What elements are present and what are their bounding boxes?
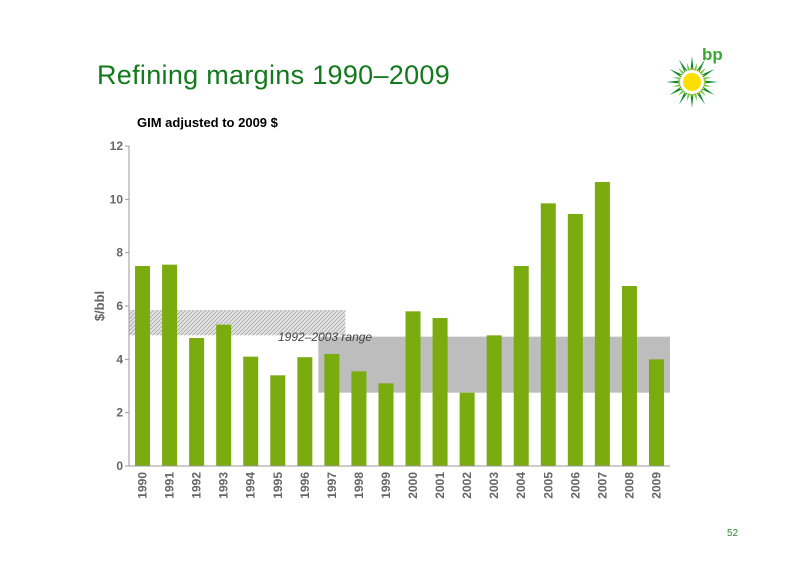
helios-petal: [699, 80, 718, 84]
x-tick-label: 2008: [622, 472, 636, 499]
y-tick-label: 4: [116, 352, 123, 366]
x-tick-label: 1991: [163, 472, 177, 499]
x-tick-label: 1990: [136, 472, 150, 499]
bar-1990: [135, 266, 151, 466]
x-tick-label: 2002: [460, 472, 474, 499]
x-tick-label: 2003: [487, 472, 501, 499]
page-number: 52: [727, 528, 739, 539]
x-tick-label: 2005: [541, 472, 555, 499]
bar-1997: [324, 354, 340, 466]
bar-1998: [351, 371, 367, 466]
x-tick-label: 1998: [352, 472, 366, 499]
slide-title: Refining margins 1990–2009: [97, 60, 451, 90]
x-tick-label: 2007: [595, 472, 609, 499]
x-tick-label: 1992: [190, 472, 204, 499]
bar-2007: [594, 182, 610, 466]
x-tick-label: 1996: [298, 472, 312, 499]
x-tick-label: 1997: [325, 472, 339, 499]
bar-2004: [513, 266, 529, 466]
helios-petal: [690, 89, 694, 108]
bar-1993: [216, 324, 232, 466]
x-tick-labels: 1990 1991 1992 1993 1994 1995 1996 1997 1998 1999…: [136, 472, 664, 499]
y-axis-title: $/bbl: [92, 291, 107, 321]
y-tick-label: 8: [116, 246, 123, 260]
bar-2006: [567, 214, 583, 466]
bar-1999: [378, 383, 394, 466]
x-tick-label: 1995: [271, 472, 285, 499]
y-tick-label: 12: [110, 139, 124, 153]
x-tick-label: 1999: [379, 472, 393, 499]
bar-1995: [270, 375, 286, 466]
y-tick-label: 2: [116, 406, 123, 420]
logo-text: bp: [702, 45, 723, 64]
range-bands: [129, 310, 670, 393]
helios-petal: [690, 56, 694, 75]
chart-subtitle: GIM adjusted to 2009 $: [137, 115, 278, 130]
helios-petal: [666, 80, 685, 84]
x-tick-label: 2009: [649, 472, 663, 499]
bar-1992: [189, 338, 205, 466]
y-tick-label: 6: [116, 299, 123, 313]
x-tick-label: 2000: [406, 472, 420, 499]
x-tick-label: 2001: [433, 472, 447, 499]
x-tick-label: 2004: [514, 472, 528, 499]
bp-logo: bp: [664, 44, 724, 110]
bar-2000: [405, 311, 421, 466]
bar-2005: [540, 203, 556, 467]
bar-1994: [243, 356, 259, 466]
x-tick-label: 2006: [568, 472, 582, 499]
bar-1991: [162, 264, 178, 466]
bar-1996: [297, 357, 313, 466]
bar-2001: [432, 318, 448, 466]
y-tick-labels: 0 2 4 6 8 10 12: [110, 139, 124, 473]
bar-2002: [459, 392, 475, 466]
bar-2003: [486, 335, 502, 466]
y-tick-label: 10: [110, 192, 124, 206]
y-tick-label: 0: [116, 459, 123, 473]
bp-helios-icon: bp: [666, 45, 723, 108]
x-tick-label: 1993: [217, 472, 231, 499]
axes: [125, 145, 670, 467]
bars: [135, 182, 664, 467]
bar-2009: [648, 359, 664, 466]
range-annotation-label: 1992–2003 range: [278, 330, 372, 344]
bar-2008: [621, 286, 637, 466]
x-tick-label: 1994: [244, 472, 258, 499]
